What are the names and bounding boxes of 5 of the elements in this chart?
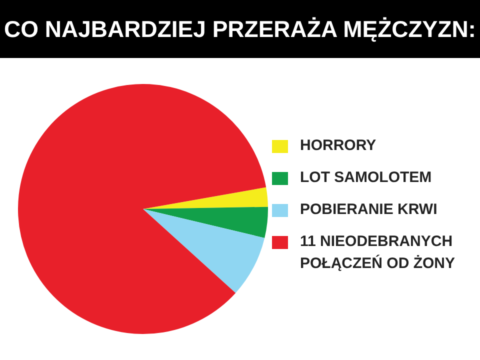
chart-title: CO NAJBARDZIEJ PRZERAŻA MĘŻCZYZN: (0, 0, 480, 58)
legend-label: 11 NIEODEBRANYCH POŁĄCZEŃ OD ŻONY (300, 232, 456, 274)
legend-label: POBIERANIE KRWI (300, 200, 438, 220)
legend-label: LOT SAMOLOTEM (300, 168, 432, 188)
legend-label: HORRORY (300, 136, 376, 156)
